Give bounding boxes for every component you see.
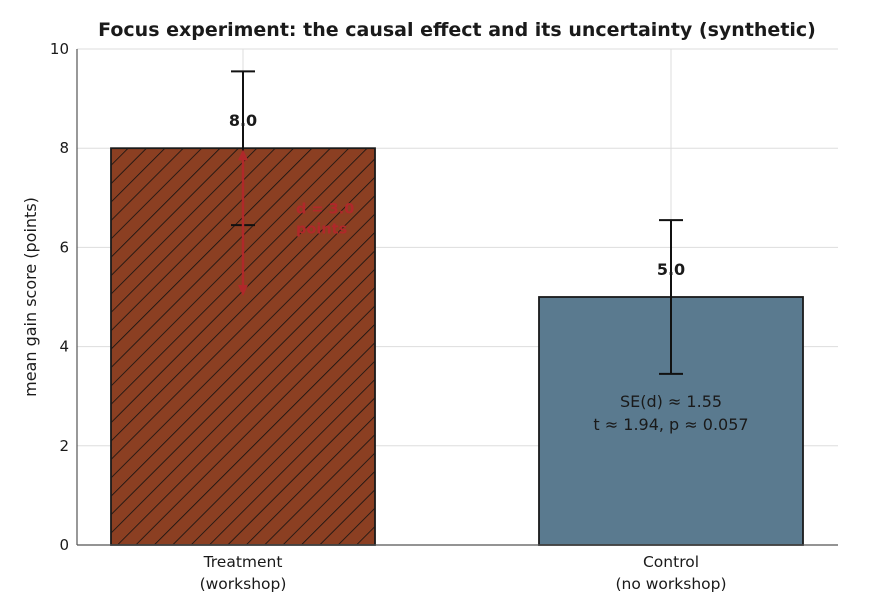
y-axis-label: mean gain score (points) [21,197,40,397]
stats-annotation-se: SE(d) ≈ 1.55 [620,392,722,411]
difference-arrow-head-bottom [238,285,248,296]
error-bars [231,70,683,375]
x-category-sublabel: (no workshop) [615,575,726,593]
y-tick-label: 4 [59,338,69,356]
x-category-label: Control [643,553,699,571]
chart-title: Focus experiment: the causal effect and … [98,19,816,41]
difference-label: d = 3.0 [296,202,354,218]
bar-value-label: 8.0 [229,111,257,130]
difference-arrow-head-top [238,149,248,161]
axes [76,49,838,546]
labels: 0 2 4 6 8 10 Treatment (workshop) Control (no wor… [50,40,749,593]
y-tick-label: 8 [59,139,69,157]
stats-annotation-test: t ≈ 1.94, p ≈ 0.057 [593,415,748,434]
y-tick-label: 0 [59,536,69,554]
x-category-sublabel: (workshop) [200,575,287,593]
difference-label-unit: points [296,222,347,238]
x-category-label: Treatment [203,553,283,571]
y-tick-label: 6 [59,238,69,256]
y-tick-label: 2 [59,437,69,455]
y-tick-label: 10 [50,40,69,58]
bar-value-label: 5.0 [657,260,685,279]
